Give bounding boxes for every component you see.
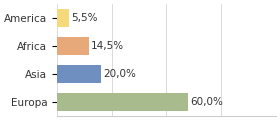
Bar [57, 9, 69, 27]
Text: 60,0%: 60,0% [190, 97, 223, 107]
Text: 20,0%: 20,0% [103, 69, 136, 79]
Text: 14,5%: 14,5% [91, 41, 124, 51]
Bar [57, 65, 101, 83]
Text: 5,5%: 5,5% [71, 13, 98, 23]
Bar [57, 93, 188, 111]
Bar [57, 37, 89, 55]
